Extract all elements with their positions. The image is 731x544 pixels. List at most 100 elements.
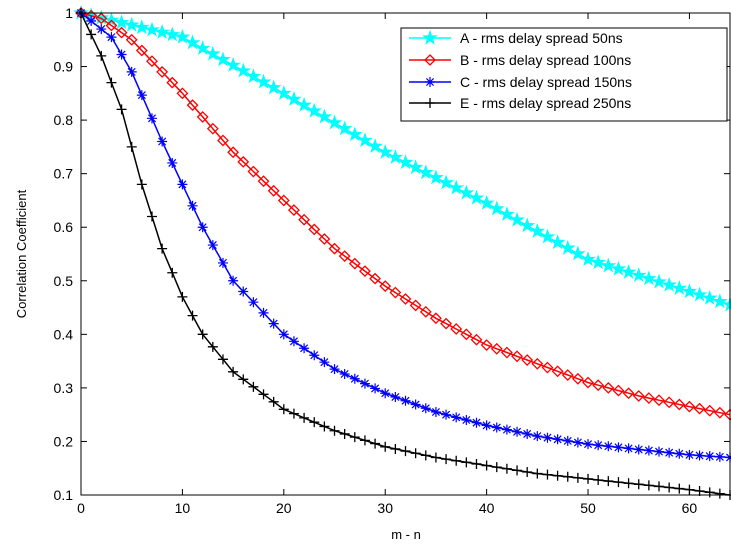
data-point [96, 24, 107, 35]
data-point [671, 280, 688, 295]
data-point [539, 228, 556, 244]
data-point [481, 460, 492, 471]
data-point [674, 448, 685, 459]
data-point [663, 396, 676, 409]
data-point [481, 420, 492, 431]
data-point [136, 90, 147, 101]
data-point [674, 483, 685, 494]
data-point [167, 157, 178, 168]
data-point [532, 468, 543, 479]
series-1 [73, 4, 731, 312]
data-point [86, 16, 97, 27]
data-point [217, 354, 228, 365]
data-point [125, 33, 138, 46]
data-point [278, 404, 289, 415]
data-point [296, 96, 312, 112]
data-point [490, 342, 503, 355]
data-point [590, 254, 606, 270]
data-point [186, 99, 199, 112]
x-tick-label: 40 [479, 500, 495, 516]
data-point [470, 333, 483, 346]
data-point [450, 323, 463, 335]
legend-box [400, 27, 728, 122]
data-point [600, 257, 617, 273]
data-point [603, 441, 614, 452]
data-point [441, 409, 452, 420]
data-point [115, 26, 128, 39]
data-point [123, 16, 140, 32]
data-point [257, 175, 270, 188]
data-point [460, 328, 473, 341]
data-point [309, 350, 320, 361]
data-point [572, 472, 583, 483]
data-point [643, 480, 654, 491]
data-point [248, 297, 259, 308]
data-point [551, 365, 564, 378]
data-point [207, 341, 218, 352]
data-point [227, 146, 240, 159]
data-point [522, 466, 533, 477]
data-point [570, 245, 586, 261]
data-point [116, 104, 127, 115]
y-tick-label: 0.6 [54, 219, 74, 235]
data-point [602, 381, 615, 394]
legend-label-e: E - rms delay spread 250ns [460, 95, 631, 111]
data-point [704, 487, 715, 498]
data-point [105, 19, 118, 32]
data-point [691, 286, 708, 302]
data-point [714, 488, 725, 499]
data-point [400, 446, 411, 457]
data-point [247, 165, 260, 178]
data-point [379, 280, 392, 293]
data-point [207, 240, 218, 251]
x-tick-label: 0 [77, 500, 85, 516]
data-point [529, 222, 546, 238]
data-point [417, 164, 434, 180]
data-point [370, 438, 381, 449]
data-point [471, 417, 482, 428]
series-2 [75, 7, 731, 421]
y-tick-label: 0.9 [54, 59, 74, 75]
data-point [326, 114, 343, 130]
data-point [116, 49, 127, 60]
data-point [511, 350, 523, 363]
data-point [461, 415, 472, 426]
series-3 [76, 8, 731, 463]
data-point [471, 458, 482, 469]
data-point [177, 291, 188, 302]
data-point [86, 29, 97, 40]
data-point [215, 51, 231, 67]
y-tick-label: 0.3 [54, 380, 74, 396]
data-point [187, 200, 198, 211]
x-tick-label: 30 [377, 500, 393, 516]
data-point [154, 24, 170, 39]
data-point [156, 65, 169, 78]
data-point [157, 243, 168, 254]
legend: A - rms delay spread 50ns B - rms delay … [400, 27, 728, 122]
data-point [704, 451, 715, 462]
data-point [359, 265, 371, 278]
data-point [197, 222, 208, 233]
data-point [237, 155, 250, 168]
data-point [225, 56, 241, 72]
data-point [480, 339, 493, 351]
data-point [419, 305, 432, 318]
data-point [286, 90, 302, 106]
x-tick-label: 60 [682, 500, 698, 516]
data-point [651, 273, 667, 289]
data-point [113, 14, 130, 30]
data-point [258, 307, 269, 318]
data-point [428, 169, 444, 185]
data-point [380, 388, 391, 399]
data-point [630, 267, 647, 283]
data-point [288, 204, 300, 217]
series-layer [73, 4, 731, 500]
data-point [95, 12, 108, 25]
data-point [346, 126, 363, 142]
data-point [205, 45, 221, 61]
data-point [542, 469, 553, 480]
data-point [298, 213, 311, 226]
data-point [603, 476, 614, 487]
data-point [258, 389, 269, 400]
data-point [228, 275, 239, 286]
